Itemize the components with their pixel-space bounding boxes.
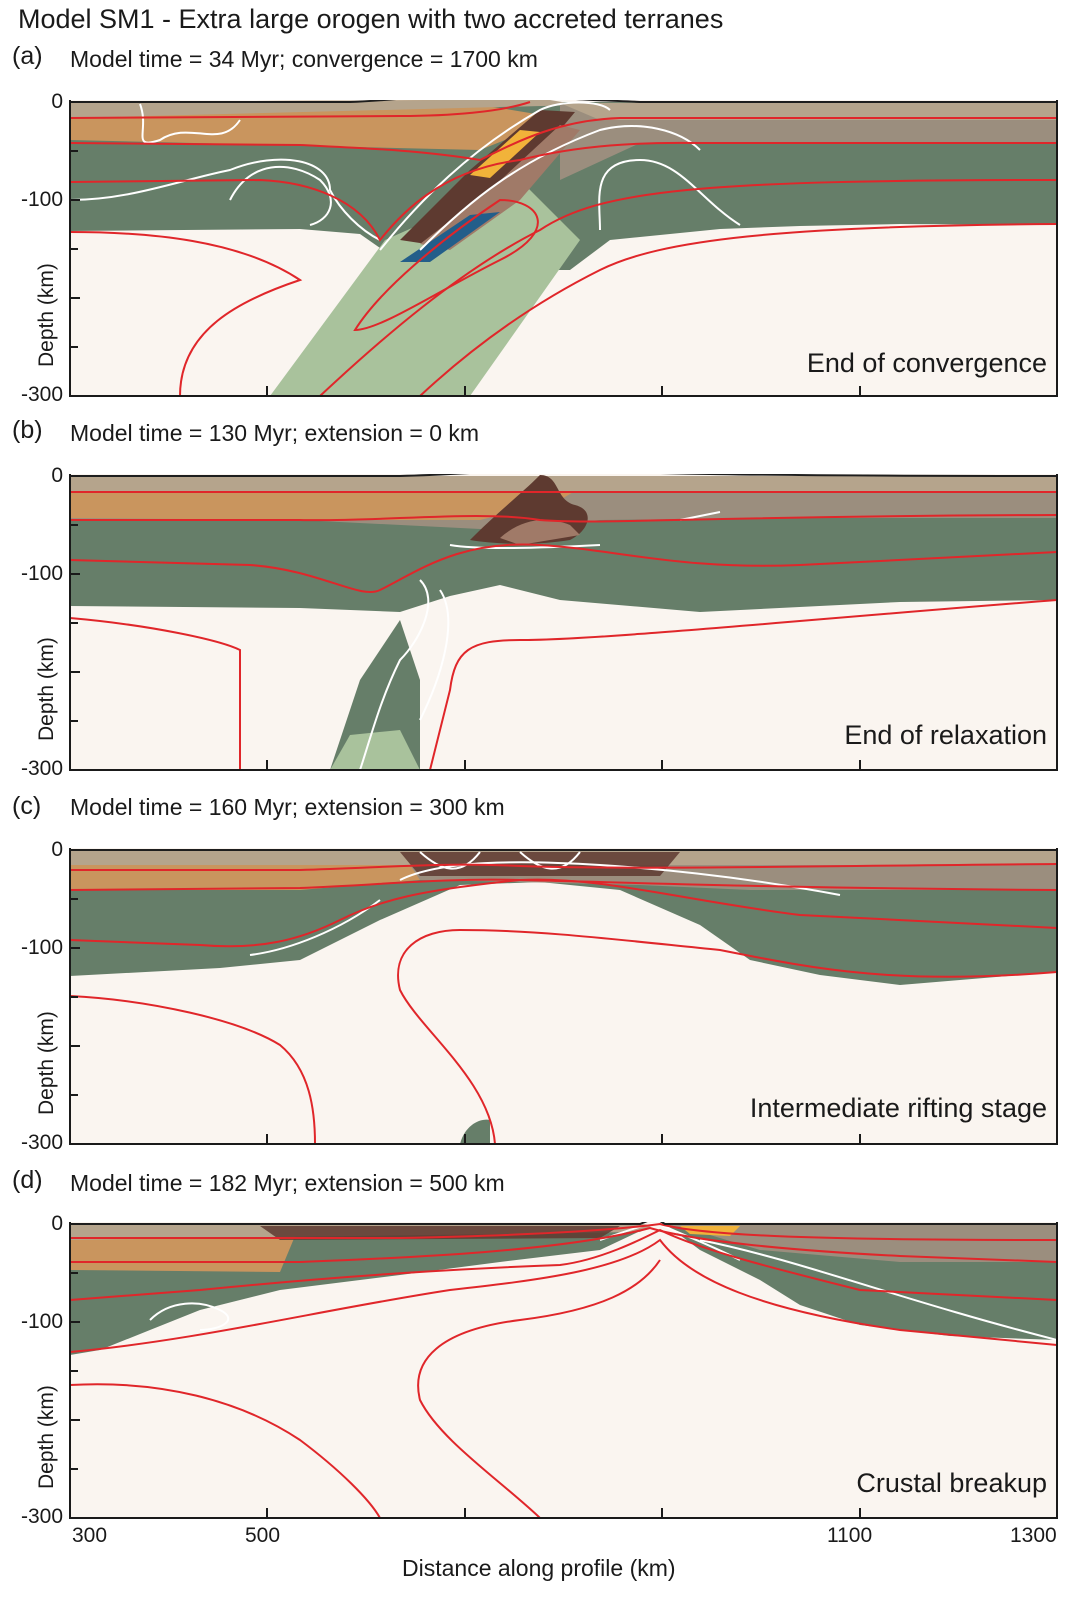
accreted-terrane-light xyxy=(500,519,580,545)
panel-a-letter: (a) xyxy=(12,42,43,70)
ytick-d-0: 0 xyxy=(51,1212,63,1235)
lower-crust-right xyxy=(665,1224,1057,1262)
axis-ticks xyxy=(70,101,861,1518)
isotherms xyxy=(70,863,1057,1144)
figure-title: Model SM1 - Extra large orogen with two … xyxy=(18,4,724,34)
lower-crust-right xyxy=(560,102,1057,180)
ytick-d-100: -100 xyxy=(20,1310,63,1333)
ytick-c-0: 0 xyxy=(51,838,63,861)
upper-crust-right xyxy=(560,102,1057,120)
panel-d-subtitle: Model time = 182 Myr; extension = 500 km xyxy=(70,1170,505,1196)
xtick-1100: 1100 xyxy=(827,1524,873,1547)
isotherms xyxy=(70,491,1057,770)
accreted-terrane xyxy=(260,1226,620,1240)
stage-label-d: Crustal breakup xyxy=(856,1468,1047,1498)
isotherms xyxy=(70,101,1057,396)
topography-line xyxy=(70,474,1057,477)
panel-d-letter: (d) xyxy=(12,1166,43,1194)
upper-crust-left xyxy=(70,100,580,118)
ytick-b-0: 0 xyxy=(51,464,63,487)
panel-d-section xyxy=(70,1222,1057,1518)
panel-a-section xyxy=(70,100,1057,396)
xtick-300: 300 xyxy=(72,1524,108,1547)
ylabel-b: Depth (km) xyxy=(35,637,58,741)
xaxis-label: Distance along profile (km) xyxy=(402,1555,676,1581)
stage-label-a: End of convergence xyxy=(806,348,1047,378)
stage-label-c: Intermediate rifting stage xyxy=(749,1093,1047,1123)
topography-line xyxy=(70,1222,1057,1225)
panel-c-section xyxy=(70,848,1057,1144)
ytick-c-300: -300 xyxy=(20,1131,63,1154)
slab-remnant xyxy=(330,730,420,770)
isotherms xyxy=(70,1222,1057,1518)
ytick-a-0: 0 xyxy=(51,90,63,113)
panel-b-section xyxy=(70,474,1057,770)
topography-line xyxy=(70,100,1057,103)
xtick-500: 500 xyxy=(245,1524,281,1547)
strain-contours xyxy=(70,101,741,251)
slab-remnant xyxy=(460,1119,490,1144)
accreted-terrane xyxy=(400,110,575,246)
stage-label-b: End of relaxation xyxy=(844,720,1047,750)
ylabel-c: Depth (km) xyxy=(35,1011,58,1115)
ytick-a-100: -100 xyxy=(20,188,63,211)
panel-b-subtitle: Model time = 130 Myr; extension = 0 km xyxy=(70,420,480,446)
ylabel-a: Depth (km) xyxy=(35,263,58,367)
upper-crust xyxy=(70,476,1057,492)
ylabel-d: Depth (km) xyxy=(35,1385,58,1489)
strain-contours xyxy=(359,511,721,770)
panel-c-subtitle: Model time = 160 Myr; extension = 300 km xyxy=(70,794,505,820)
xtick-1300: 1300 xyxy=(1010,1524,1057,1547)
ytick-b-300: -300 xyxy=(20,757,63,780)
subducting-slab xyxy=(270,180,580,396)
ytick-d-300: -300 xyxy=(20,1505,63,1528)
ytick-b-100: -100 xyxy=(20,562,63,585)
panel-c-letter: (c) xyxy=(12,792,42,820)
panel-a-subtitle: Model time = 34 Myr; convergence = 1700 … xyxy=(70,46,538,72)
accreted-terrane xyxy=(400,852,680,876)
ytick-c-100: -100 xyxy=(20,936,63,959)
panel-b-letter: (b) xyxy=(12,416,43,444)
ytick-a-300: -300 xyxy=(20,383,63,406)
strain-contours xyxy=(249,851,841,956)
